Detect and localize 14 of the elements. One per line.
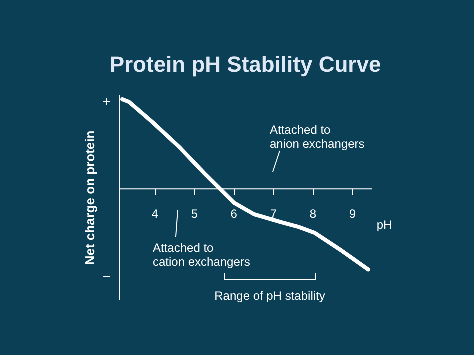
x-tick-label: 5	[191, 207, 198, 222]
text: Range of pH stability	[214, 289, 326, 303]
annotation: Attached to anion exchangers	[270, 123, 365, 151]
y-axis-title: Net charge on protein	[82, 130, 98, 266]
x-tick-label: 8	[310, 207, 317, 222]
text: −	[102, 268, 112, 285]
x-tick-label: 6	[230, 207, 238, 222]
chart-title: Protein pH Stability Curve	[110, 52, 382, 77]
x-tick-label: 4	[152, 207, 159, 222]
x-axis-title: pH	[376, 218, 392, 232]
annotation: Attached to cation exchangers	[153, 241, 250, 269]
x-tick-label: 7	[270, 207, 278, 222]
text: +	[102, 93, 112, 110]
x-tick-label: 9	[349, 207, 356, 222]
